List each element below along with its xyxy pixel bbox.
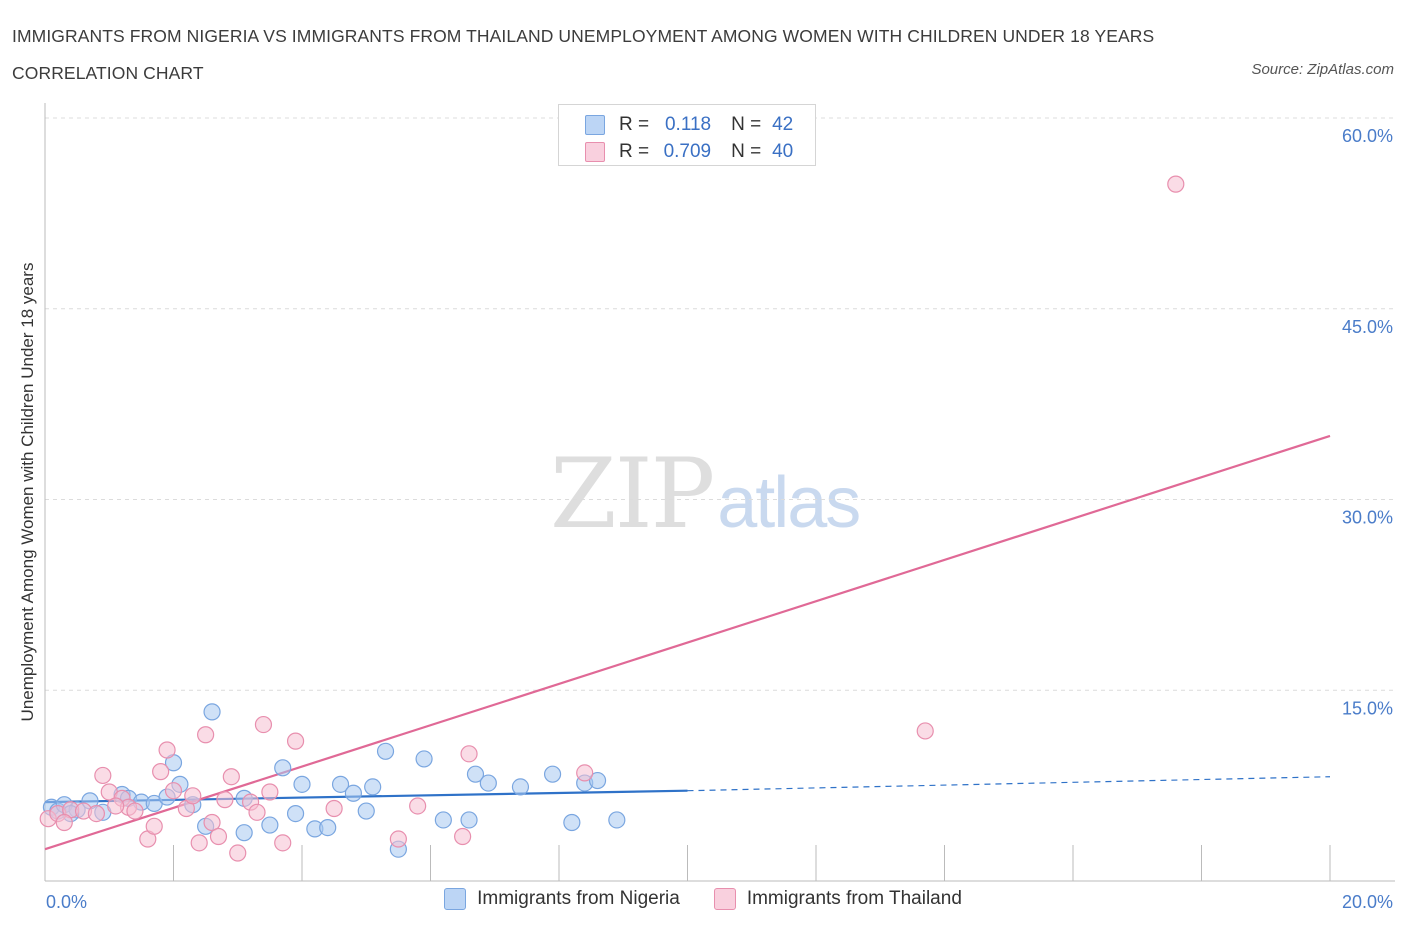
legend-n-label: N = [731, 114, 762, 135]
trend-line-thailand [44, 434, 1331, 851]
watermark-zip: ZIP [550, 438, 715, 550]
point-nigeria [460, 811, 478, 829]
y-tick-label: 15.0% [1342, 698, 1393, 718]
point-thailand [229, 844, 247, 862]
point-nigeria [415, 750, 433, 768]
legend-swatch-nigeria [444, 888, 467, 910]
point-thailand [222, 768, 240, 786]
trend-line-nigeria-extension [687, 776, 1331, 792]
point-thailand [254, 715, 273, 734]
point-thailand [197, 726, 215, 744]
point-thailand [576, 764, 594, 782]
point-thailand [409, 797, 427, 815]
point-nigeria [357, 802, 375, 820]
legend-row-nigeria: R = 0.118 N = 42 [585, 113, 793, 137]
point-thailand [107, 797, 125, 815]
axes [44, 103, 1395, 882]
point-nigeria [319, 818, 337, 837]
point-thailand [184, 787, 202, 805]
point-thailand [460, 745, 478, 763]
point-nigeria [466, 765, 485, 783]
point-nigeria [293, 775, 311, 793]
point-thailand [286, 732, 305, 750]
x-tick-label: 20.0% [1342, 892, 1393, 912]
legend-n-label: N = [731, 141, 762, 162]
watermark-atlas: atlas [717, 463, 861, 543]
point-thailand [916, 722, 934, 740]
point-thailand [325, 799, 343, 818]
legend-r-label: R = [619, 141, 650, 162]
point-thailand [203, 813, 221, 832]
y-tick-label: 45.0% [1342, 317, 1393, 337]
trend-lines [44, 434, 1331, 851]
point-thailand [261, 783, 279, 801]
point-thailand [55, 813, 73, 832]
y-tick-label: 30.0% [1342, 508, 1393, 528]
point-nigeria [608, 811, 626, 829]
point-thailand [248, 803, 266, 821]
point-nigeria [235, 824, 253, 842]
point-thailand [190, 834, 208, 852]
point-thailand [1167, 175, 1185, 193]
point-nigeria [286, 805, 305, 823]
data-points [39, 175, 1185, 862]
point-nigeria [344, 784, 362, 802]
point-thailand [454, 827, 472, 846]
point-nigeria [588, 771, 607, 790]
grid-lines [45, 117, 1395, 691]
point-nigeria [364, 778, 382, 796]
point-nigeria [563, 813, 581, 832]
legend-r-value: 0.118 [664, 114, 712, 135]
point-nigeria [261, 816, 279, 834]
point-nigeria [274, 759, 292, 777]
point-thailand [152, 763, 170, 781]
chart-title: IMMIGRANTS FROM NIGERIA VS IMMIGRANTS FR… [12, 26, 1155, 83]
legend-row-thailand: R = 0.709 N = 40 [585, 140, 793, 164]
point-thailand [94, 766, 112, 785]
point-thailand [389, 830, 407, 848]
correlation-legend: R = 0.118 N = 42 R = 0.709 N = 40 [558, 104, 816, 166]
legend-item-thailand[interactable]: Immigrants from Thailand [713, 888, 962, 910]
x-tick-label: 0.0% [46, 892, 87, 912]
legend-swatch-thailand [585, 142, 605, 162]
point-nigeria [511, 778, 530, 796]
point-thailand [158, 741, 176, 759]
series-legend: Immigrants from Nigeria Immigrants from … [0, 888, 1406, 910]
point-nigeria [543, 765, 562, 783]
point-thailand [145, 817, 163, 835]
source-label: Source: ZipAtlas.com [1251, 61, 1394, 78]
point-thailand [126, 802, 144, 820]
legend-n-value: 42 [772, 114, 794, 135]
legend-swatch-nigeria [585, 115, 605, 135]
legend-label-nigeria: Immigrants from Nigeria [477, 888, 680, 909]
point-nigeria [479, 774, 497, 792]
point-thailand [216, 791, 234, 809]
y-tick-label: 60.0% [1342, 126, 1393, 146]
legend-swatch-thailand [713, 888, 736, 910]
point-thailand [87, 805, 106, 823]
point-thailand [209, 827, 228, 846]
point-thailand [274, 834, 292, 852]
legend-n-value: 40 [772, 141, 794, 162]
legend-item-nigeria[interactable]: Immigrants from Nigeria [444, 888, 680, 910]
point-thailand [164, 782, 183, 800]
point-nigeria [376, 742, 395, 760]
point-nigeria [203, 703, 221, 721]
legend-r-value: 0.709 [663, 141, 712, 162]
watermark: ZIPatlas [550, 438, 861, 550]
point-nigeria [434, 811, 452, 829]
legend-label-thailand: Immigrants from Thailand [746, 888, 962, 909]
legend-r-label: R = [619, 114, 650, 135]
tick-labels: 15.0% 30.0% 45.0% 60.0% 0.0% 20.0% [46, 126, 1393, 912]
point-nigeria [331, 775, 350, 793]
